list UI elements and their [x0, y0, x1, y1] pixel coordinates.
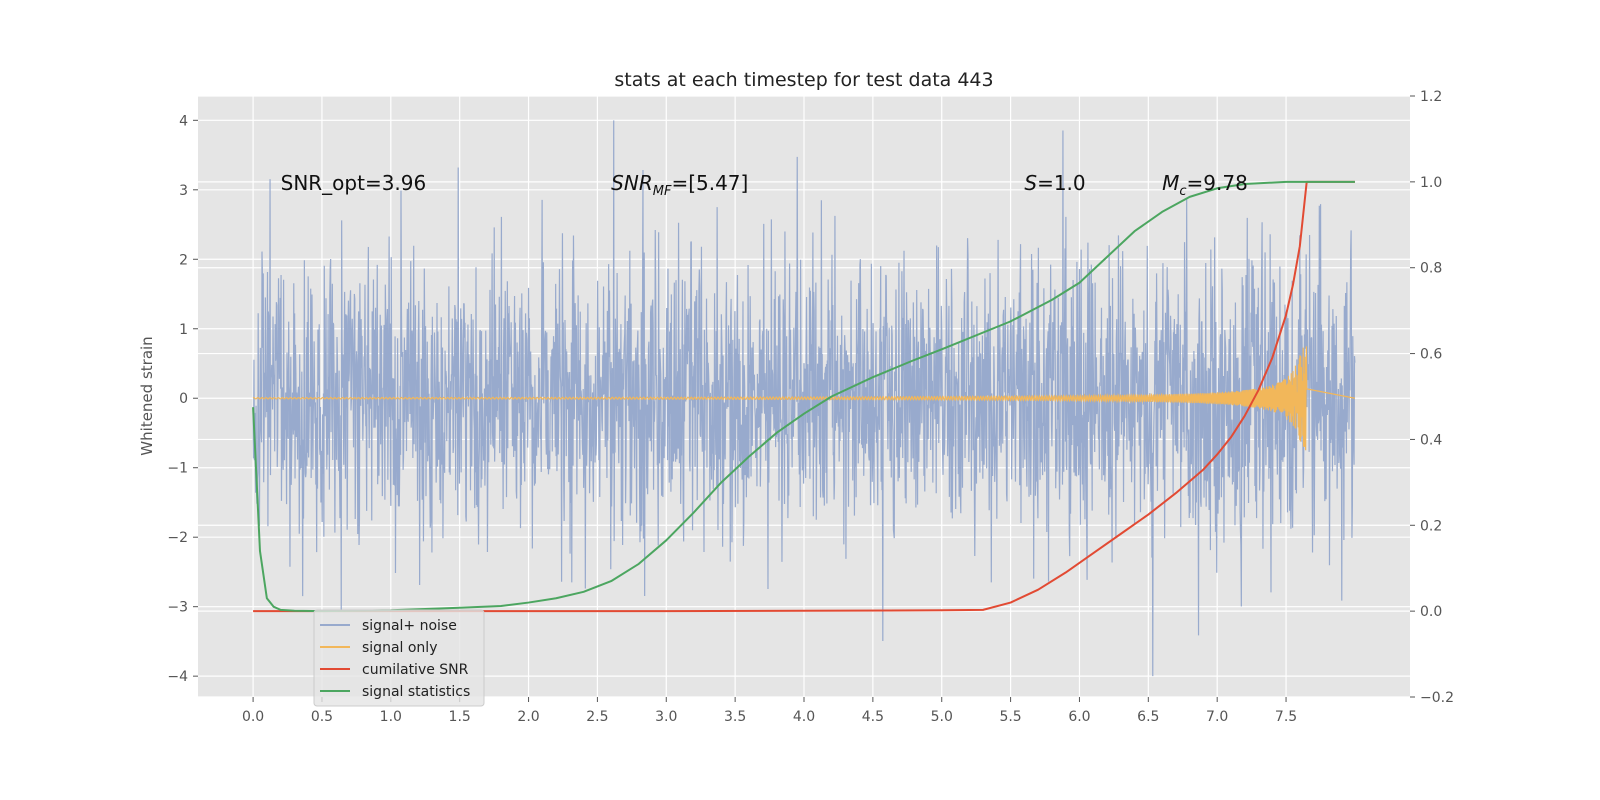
- legend-label: cumilative SNR: [362, 662, 469, 678]
- y-tick-label: −1: [167, 461, 188, 477]
- y2-tick-label: −0.2: [1420, 690, 1454, 706]
- x-tick-label: 7.5: [1275, 709, 1297, 725]
- annotation-2: S=1.0: [1024, 171, 1085, 195]
- annotation-0: SNR_opt=3.96: [281, 171, 427, 195]
- x-tick-label: 7.0: [1206, 709, 1228, 725]
- y2-tick-label: 0.6: [1420, 347, 1442, 363]
- x-tick-label: 6.5: [1137, 709, 1159, 725]
- x-tick-label: 4.5: [862, 709, 884, 725]
- x-tick-label: 1.5: [449, 709, 471, 725]
- x-tick-label: 0.5: [311, 709, 333, 725]
- axes: 0.0 0.5 1.0 1.5 2.0 2.5 3.0 3.5 4.0 4.5 5.0 5.5 6.0 6…: [167, 89, 1454, 725]
- signal-only-line: [252, 346, 1356, 451]
- y-tick-label: 0: [179, 391, 188, 407]
- y-tick-label: −3: [167, 600, 188, 616]
- y-tick-label: 2: [179, 252, 188, 268]
- signal-only-series: [252, 346, 1356, 451]
- cumulative-snr-line: [253, 180, 1355, 613]
- x-tick-label: 3.5: [724, 709, 746, 725]
- chart-title: stats at each timestep for test data 443: [614, 69, 993, 91]
- y-tick-label: 1: [179, 322, 188, 338]
- x-tick-label: 5.0: [931, 709, 953, 725]
- legend-label: signal only: [362, 640, 437, 656]
- y2-tick-label: 0.2: [1420, 518, 1442, 534]
- x-tick-label: 2.0: [517, 709, 539, 725]
- y2-tick-label: 0.4: [1420, 432, 1442, 448]
- annotation-1: SNRMF=[5.47]: [611, 171, 748, 199]
- x-tick-label: 5.5: [999, 709, 1021, 725]
- y2-tick-label: 1.2: [1420, 89, 1442, 105]
- y-tick-label: 3: [179, 183, 188, 199]
- x-tick-label: 2.5: [586, 709, 608, 725]
- y2-tick-label: 1.0: [1420, 175, 1442, 191]
- x-tick-label: 4.0: [793, 709, 815, 725]
- y-axis-label: Whitened strain: [138, 336, 156, 455]
- x-tick-label: 6.0: [1068, 709, 1090, 725]
- y2-tick-label: 0.0: [1420, 604, 1442, 620]
- legend-label: signal statistics: [362, 684, 470, 700]
- y2-tick-label: 0.8: [1420, 261, 1442, 277]
- legend-label: signal+ noise: [362, 618, 457, 634]
- y-tick-label: −4: [167, 669, 188, 685]
- x-tick-label: 0.0: [242, 709, 264, 725]
- annotations: SNR_opt=3.96 SNRMF=[5.47] S=1.0 Mc=9.78: [281, 171, 1248, 199]
- legend-box: [313, 609, 485, 707]
- x-tick-label: 3.0: [655, 709, 677, 725]
- y-tick-label: 4: [179, 113, 188, 129]
- y-tick-label: −2: [167, 530, 188, 546]
- x-tick-label: 1.0: [380, 709, 402, 725]
- annotation-3: Mc=9.78: [1162, 171, 1248, 199]
- legend: signal+ noise signal only cumilative SNR si…: [313, 609, 485, 707]
